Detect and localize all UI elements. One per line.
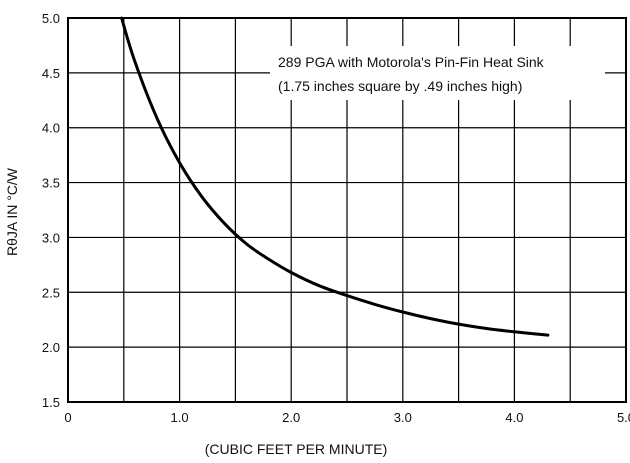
y-tick-label: 2.0 [42,340,60,355]
x-tick-label: 5.0 [617,410,630,425]
y-axis-title: RθJA IN °C/W [4,167,20,256]
annotation-line-2: (1.75 inches square by .49 inches high) [278,78,522,94]
plot-frame [67,17,627,403]
y-tick-label: 3.5 [42,176,60,191]
y-tick-label: 1.5 [42,395,60,410]
series-line [120,16,550,337]
x-tick-label: 1.0 [171,410,189,425]
x-axis-ticks: 0 1.0 2.0 3.0 4.0 5.0 [64,410,630,425]
y-tick-label: 3.0 [42,230,60,245]
annotation-background [270,46,605,100]
y-tick-label: 5.0 [42,11,60,26]
x-tick-label: 0 [64,410,71,425]
y-axis-ticks: 1.5 2.0 2.5 3.0 3.5 4.0 4.5 5.0 [42,11,60,410]
y-tick-label: 2.5 [42,285,60,300]
x-tick-label: 3.0 [394,410,412,425]
y-tick-label: 4.0 [42,121,60,136]
x-tick-label: 4.0 [505,410,523,425]
x-tick-label: 2.0 [282,410,300,425]
y-tick-label: 4.5 [42,66,60,81]
annotation-line-1: 289 PGA with Motorola's Pin-Fin Heat Sin… [278,54,545,70]
series-layer [120,16,550,337]
plot-border [67,17,627,403]
x-axis-title: (CUBIC FEET PER MINUTE) [205,441,388,457]
